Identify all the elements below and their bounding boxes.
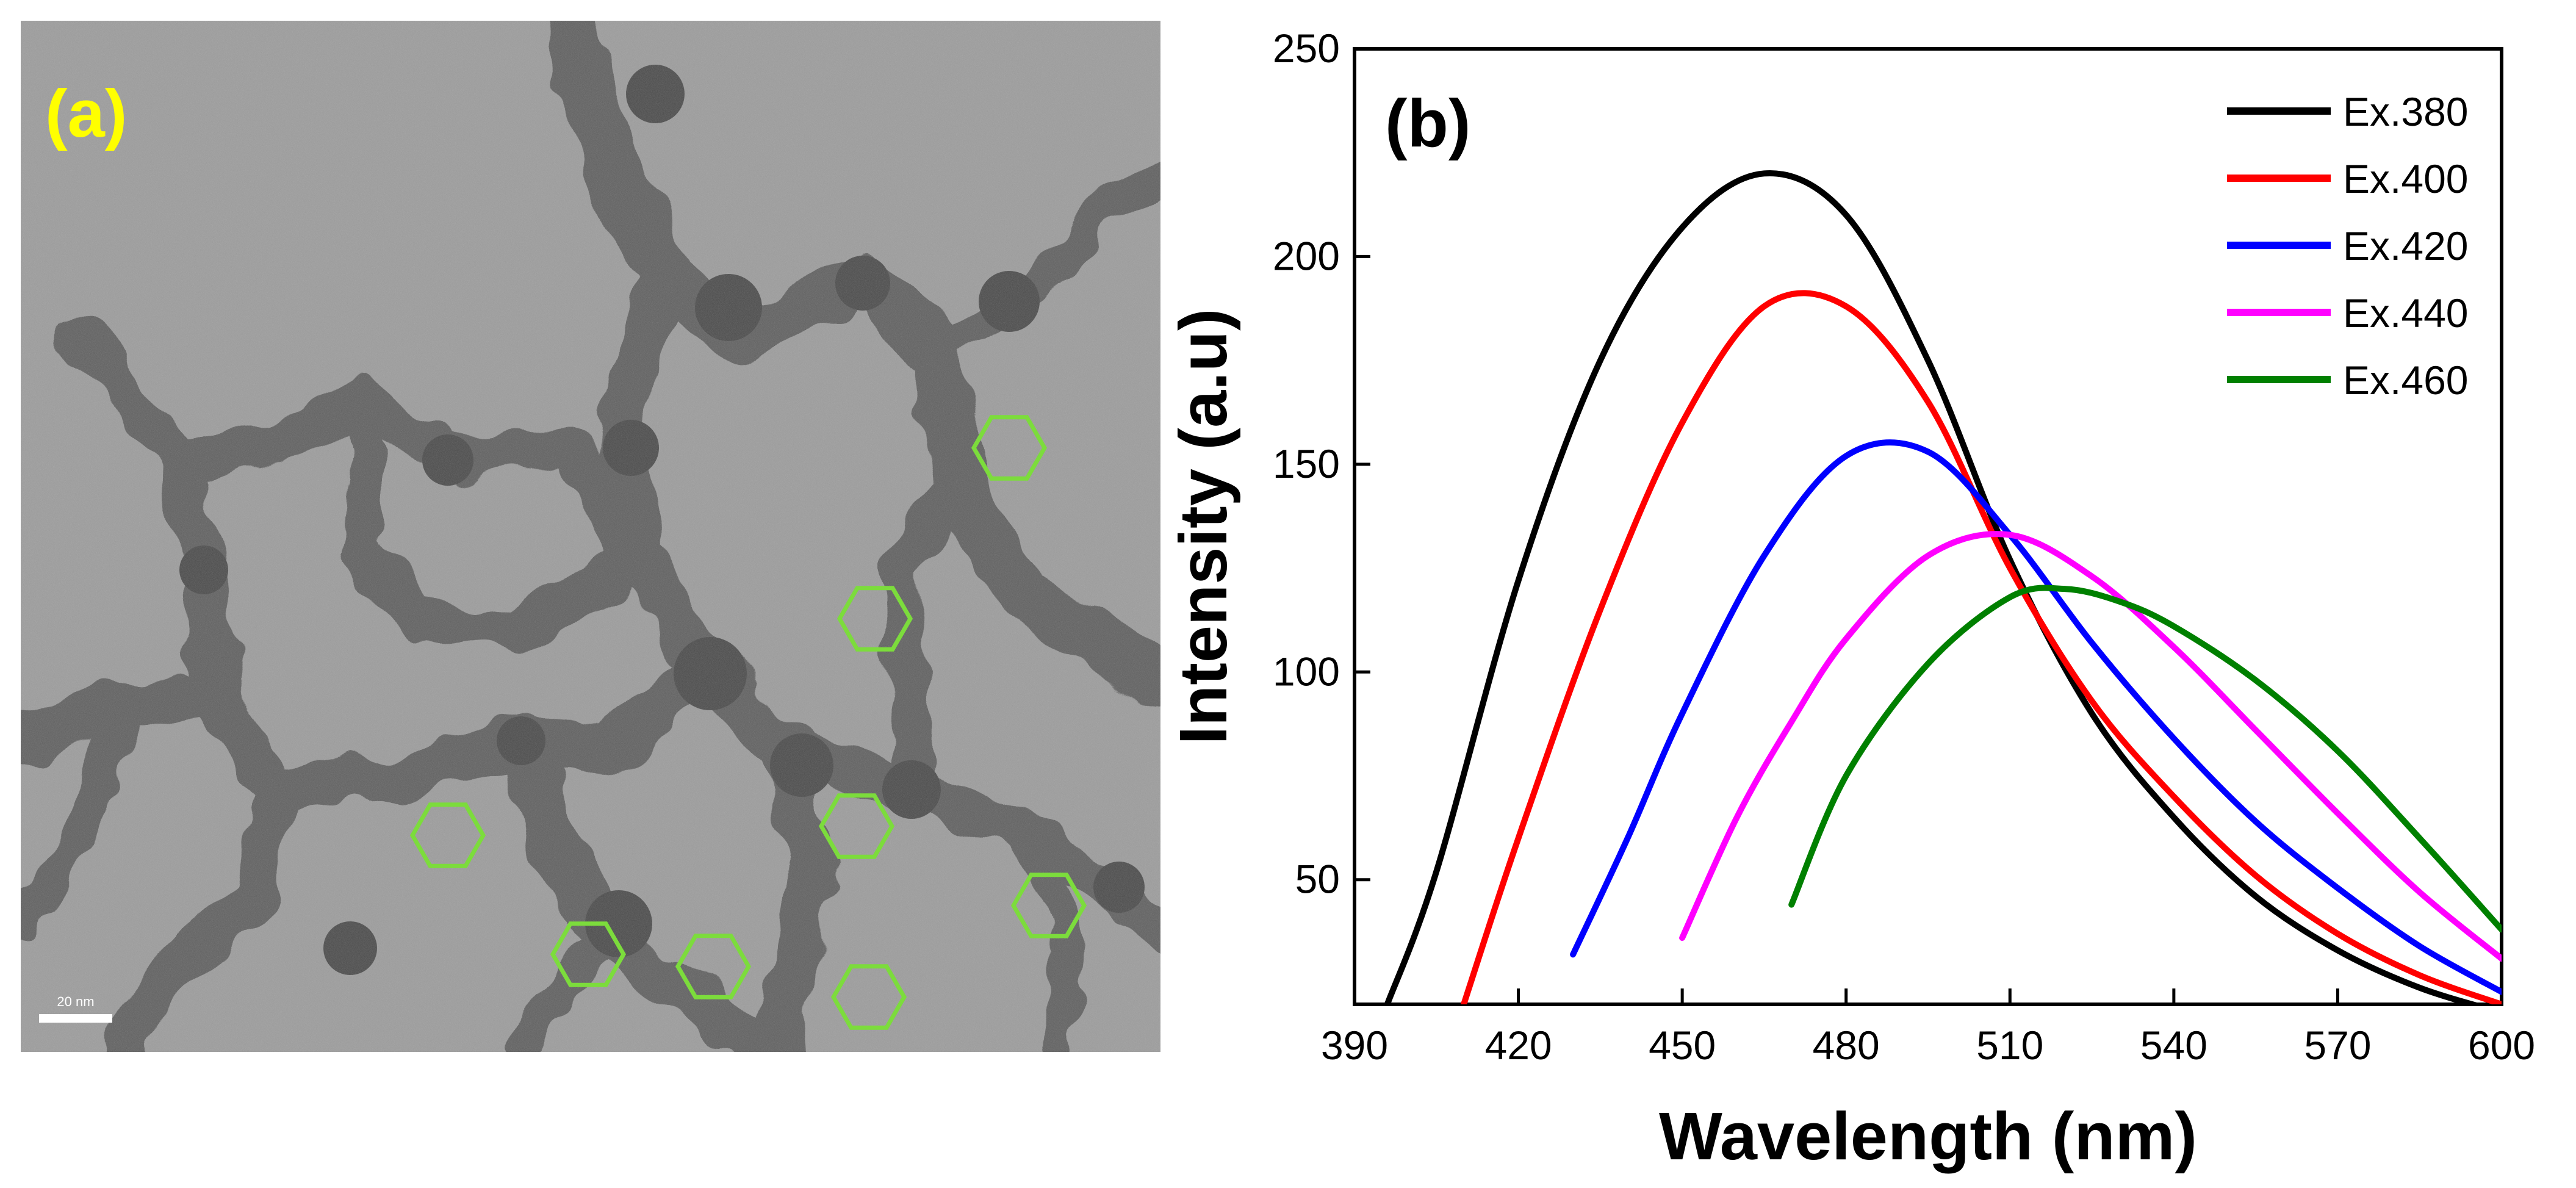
- tem-micrograph: (a) 20 nm: [1, 0, 1188, 1076]
- legend: Ex.380 Ex.400 Ex.420 Ex.440 Ex.460: [2227, 89, 2468, 403]
- tem-image-panel: (a) 20 nm: [1, 0, 1188, 1076]
- series-line-ex-420: [1570, 439, 2502, 995]
- x-tick-label: 570: [2304, 1023, 2371, 1068]
- emission-chart: 390 420 450 480 510 540 570 600 50 100 150 200 250 (…: [1166, 26, 2535, 1174]
- emission-chart-panel: 390 420 450 480 510 540 570 600 50 100 150 200 250 (…: [1166, 0, 2576, 1185]
- series-lines: [1384, 170, 2502, 1004]
- hexagon-marker-8: [550, 921, 627, 987]
- y-tick-label: 200: [1273, 233, 1340, 278]
- y-tick-label: 50: [1295, 857, 1340, 902]
- y-tick-label: 150: [1273, 441, 1340, 486]
- scale-bar-label: 20 nm: [57, 994, 94, 1009]
- x-tick-label: 480: [1813, 1023, 1880, 1068]
- scale-bar: [39, 1014, 112, 1023]
- tem-grain: [21, 21, 1160, 1052]
- series-line-ex-440: [1679, 531, 2502, 962]
- x-tick-label: 540: [2140, 1023, 2207, 1068]
- legend-label: Ex.420: [2343, 223, 2468, 268]
- x-tick-label: 510: [1976, 1023, 2043, 1068]
- hexagon-marker-5: [1010, 873, 1087, 938]
- hexagon-marker-7: [830, 964, 907, 1030]
- y-tick-label: 250: [1273, 26, 1340, 71]
- y-axis-title: Intensity (a.u): [1171, 308, 1241, 744]
- x-tick-label: 450: [1649, 1023, 1716, 1068]
- hexagon-marker-1: [971, 415, 1048, 481]
- axis-ticks: 390 420 450 480 510 540 570 600 50 100 150 200 250: [1273, 26, 2535, 1068]
- x-axis-title: Wavelength (nm): [1659, 1099, 2197, 1174]
- legend-label: Ex.440: [2343, 290, 2468, 336]
- plot-area-frame: [1353, 47, 2503, 1006]
- series-line-ex-400: [1461, 290, 2502, 1004]
- x-tick-label: 420: [1485, 1023, 1552, 1068]
- series-line-ex-460: [1788, 585, 2502, 933]
- series-line-ex-380: [1384, 170, 2484, 1004]
- hexagon-marker-6: [675, 934, 752, 999]
- hexagon-marker-3: [818, 793, 895, 859]
- y-tick-label: 100: [1273, 649, 1340, 694]
- panel-b-label: (b): [1385, 86, 1470, 161]
- legend-label: Ex.380: [2343, 89, 2468, 134]
- panel-a-label: (a): [45, 76, 127, 151]
- hexagon-marker-4: [409, 802, 486, 868]
- hexagon-marker-2: [836, 586, 913, 652]
- x-tick-label: 600: [2468, 1023, 2535, 1068]
- legend-label: Ex.400: [2343, 156, 2468, 201]
- legend-label: Ex.460: [2343, 358, 2468, 403]
- x-tick-label: 390: [1321, 1023, 1388, 1068]
- hexagon-markers: [409, 415, 1087, 1030]
